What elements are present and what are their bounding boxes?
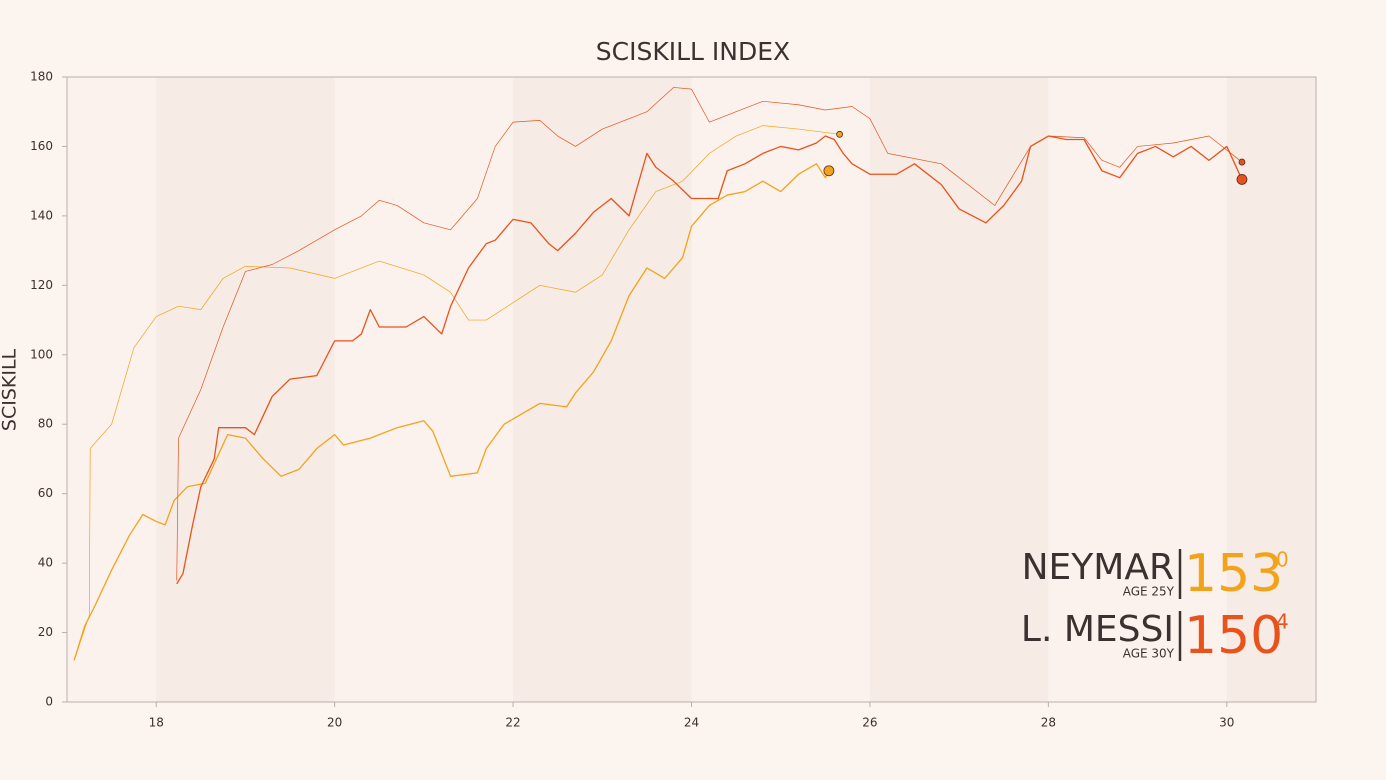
- y-tick-label: 140: [30, 208, 53, 222]
- band: [156, 77, 335, 702]
- series-line: [73, 125, 840, 661]
- y-tick-label: 180: [30, 70, 53, 84]
- legend-score: 150: [1184, 606, 1283, 666]
- x-tick-label: 20: [327, 716, 342, 730]
- legend-score: 153: [1184, 544, 1283, 604]
- end-marker: [836, 130, 843, 138]
- y-tick-label: 20: [38, 625, 53, 639]
- y-axis-label: SCISKILL: [0, 348, 21, 431]
- legend-name: L. MESSI: [1021, 609, 1174, 650]
- legend-age: AGE 25Y: [1123, 585, 1175, 599]
- x-tick-label: 18: [149, 716, 164, 730]
- x-tick-label: 28: [1041, 716, 1056, 730]
- y-tick-label: 100: [30, 347, 53, 361]
- end-marker: [1238, 158, 1246, 166]
- x-tick-label: 24: [684, 716, 699, 730]
- x-tick-label: 30: [1219, 716, 1234, 730]
- legend-decimal: 0: [1276, 548, 1289, 572]
- band: [513, 77, 692, 702]
- y-tick-label: 80: [38, 417, 53, 431]
- y-tick-label: 60: [38, 486, 53, 500]
- series-line: [176, 87, 1243, 581]
- chart-title: SCISKILL INDEX: [596, 37, 790, 66]
- series-line: [73, 163, 830, 661]
- y-tick-label: 0: [45, 695, 53, 709]
- legend-age: AGE 30Y: [1123, 647, 1175, 661]
- y-tick-label: 120: [30, 278, 53, 292]
- y-tick-label: 160: [30, 139, 53, 153]
- end-marker: [1236, 174, 1248, 185]
- x-tick-label: 26: [862, 716, 877, 730]
- end-marker: [823, 165, 835, 177]
- band: [869, 77, 1049, 702]
- legend-name: NEYMAR: [1022, 547, 1174, 588]
- legend-decimal: 4: [1276, 610, 1289, 634]
- y-tick-label: 40: [38, 556, 53, 570]
- x-tick-label: 22: [505, 716, 520, 730]
